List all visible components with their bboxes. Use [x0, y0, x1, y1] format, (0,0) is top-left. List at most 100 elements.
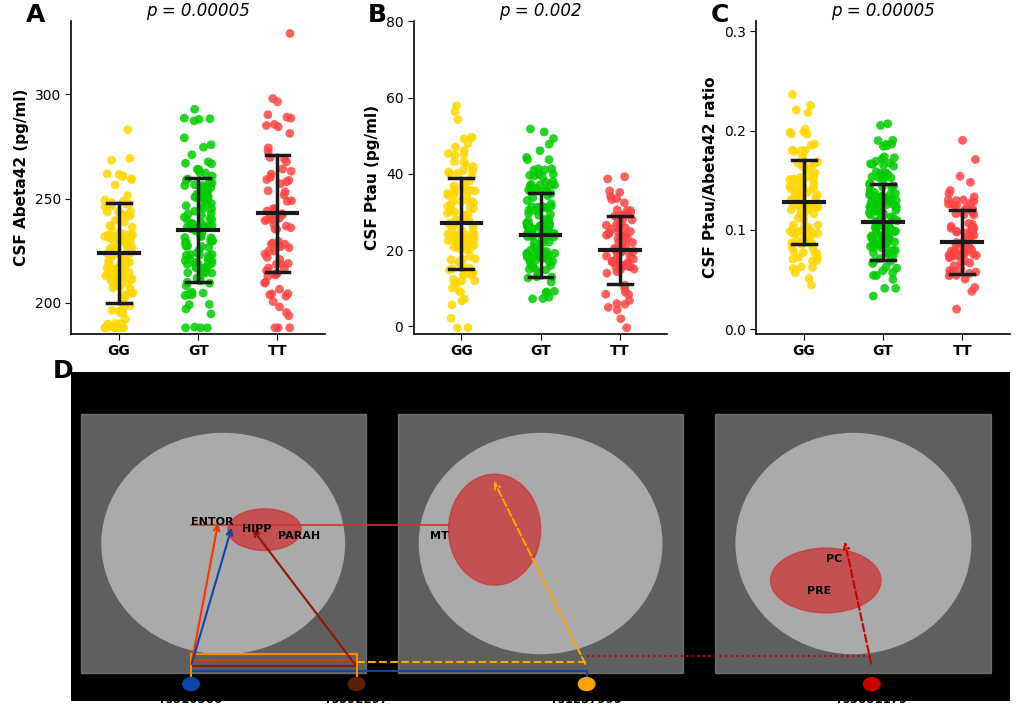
Point — [878, 118, 895, 129]
Point — [625, 245, 641, 257]
Point — [102, 232, 118, 243]
Point — [798, 204, 814, 216]
Point — [99, 247, 115, 259]
Point — [861, 241, 877, 252]
Point — [803, 255, 819, 267]
Point — [525, 230, 541, 242]
Point — [608, 298, 625, 310]
Point — [186, 205, 203, 217]
Point — [191, 192, 207, 203]
Point — [518, 217, 534, 229]
Point — [115, 271, 131, 282]
Point — [120, 209, 137, 220]
Point — [957, 239, 973, 250]
Point — [279, 196, 296, 207]
Point — [191, 164, 207, 175]
Point — [538, 185, 554, 197]
Point — [804, 182, 820, 194]
Point — [863, 200, 879, 212]
Point — [196, 184, 212, 195]
Point — [179, 259, 196, 270]
Point — [202, 213, 218, 225]
Point — [178, 200, 195, 212]
Point — [867, 224, 883, 235]
Point — [864, 194, 880, 205]
Point — [800, 237, 816, 248]
Point — [262, 152, 278, 163]
Point — [619, 204, 635, 216]
Point — [867, 270, 883, 281]
Point — [960, 267, 976, 279]
Point — [863, 230, 879, 242]
Point — [449, 214, 466, 226]
Point — [530, 209, 546, 221]
Point — [522, 253, 538, 265]
Point — [99, 268, 115, 280]
Point — [530, 248, 546, 260]
Point — [197, 194, 213, 205]
Point — [784, 242, 800, 253]
Point — [873, 171, 890, 182]
Point — [280, 242, 297, 253]
Point — [863, 258, 879, 270]
Point — [537, 184, 553, 196]
Point — [540, 213, 556, 225]
Point — [194, 217, 210, 229]
Point — [884, 199, 901, 210]
Point — [941, 265, 957, 276]
Point — [463, 270, 479, 281]
Point — [874, 159, 891, 171]
Point — [115, 258, 131, 270]
Point — [520, 219, 536, 230]
Point — [102, 230, 118, 241]
Point — [545, 133, 561, 144]
Point — [444, 220, 461, 232]
Point — [200, 192, 216, 203]
Point — [523, 179, 539, 190]
Point — [881, 189, 898, 200]
Point — [112, 259, 128, 270]
Point — [540, 231, 556, 242]
Point — [452, 230, 469, 242]
Point — [871, 119, 888, 131]
Point — [862, 231, 878, 242]
Point — [442, 205, 459, 217]
Point — [121, 257, 138, 268]
Point — [809, 220, 825, 231]
Point — [440, 166, 457, 177]
Point — [793, 161, 809, 172]
Point — [459, 185, 475, 197]
Point — [102, 220, 118, 232]
Point — [619, 232, 635, 244]
Point — [519, 228, 535, 240]
Point — [203, 198, 219, 209]
Point — [616, 259, 633, 270]
Point — [191, 114, 207, 125]
Point — [543, 271, 559, 282]
Point — [536, 214, 552, 225]
Point — [199, 184, 215, 196]
Point — [790, 190, 806, 202]
Point — [867, 197, 883, 209]
Point — [258, 265, 274, 277]
Point — [620, 260, 636, 272]
Point — [103, 200, 119, 212]
Point — [616, 222, 633, 234]
Point — [803, 237, 819, 249]
Point — [454, 270, 471, 281]
Point — [940, 194, 956, 206]
Point — [522, 256, 538, 267]
Point — [868, 228, 884, 240]
Point — [946, 245, 962, 257]
Point — [785, 262, 801, 274]
Point — [518, 152, 534, 163]
Point — [546, 285, 562, 297]
Point — [179, 267, 196, 278]
Point — [800, 202, 816, 214]
Point — [534, 292, 550, 304]
Point — [203, 203, 219, 214]
Point — [201, 255, 217, 267]
Point — [203, 158, 219, 169]
Point — [959, 242, 975, 253]
Point — [865, 190, 881, 202]
